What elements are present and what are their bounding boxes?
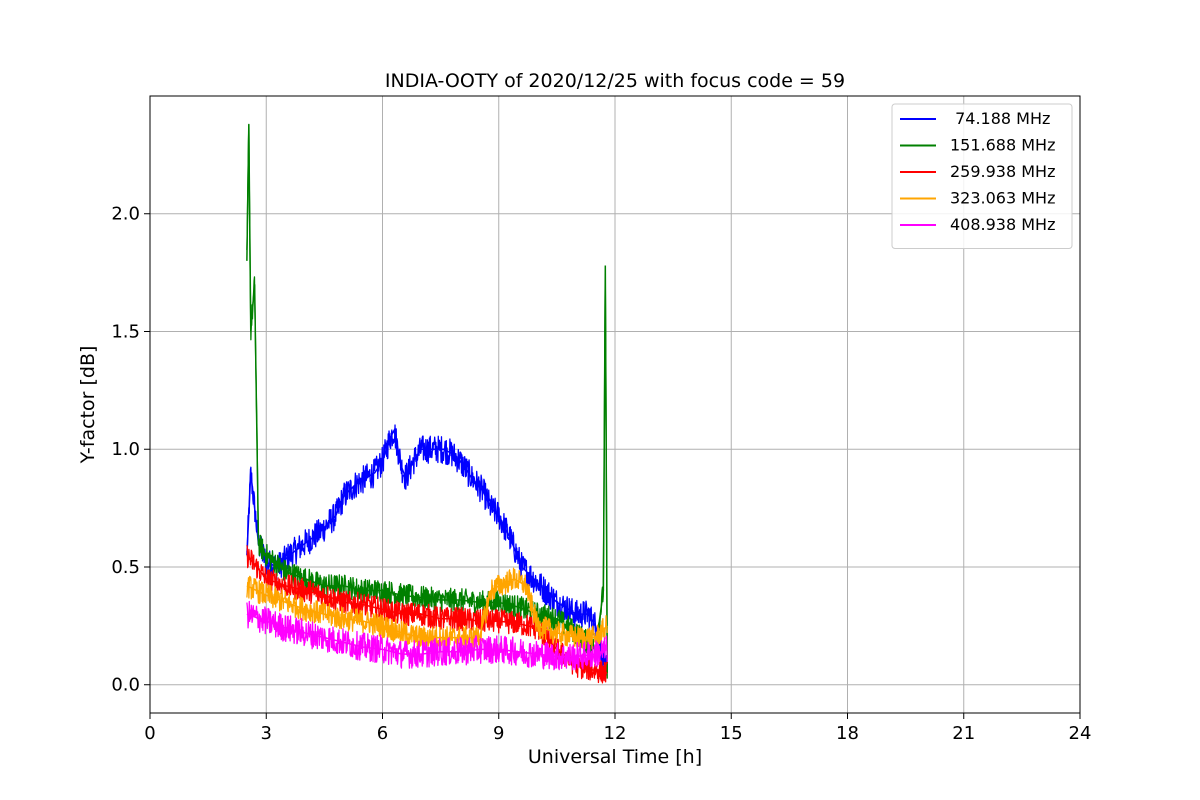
series-envelope — [246, 577, 608, 639]
y-tick-label: 1.5 — [111, 321, 140, 342]
legend: 74.188 MHz 151.688 MHz 259.938 MHz 323.063 … — [891, 103, 1073, 249]
y-axis-label: Y-factor [dB] — [77, 346, 99, 465]
x-tick-label: 15 — [720, 723, 743, 744]
series-envelope — [246, 613, 608, 658]
x-axis-label: Universal Time [h] — [528, 746, 702, 768]
y-tick-label: 1.0 — [111, 439, 140, 460]
ticks: 0 3 6 9 12 15 18 21 24 0.0 0.5 1.0 1.5 2.0 — [111, 204, 1091, 744]
series-line — [246, 424, 608, 676]
y-tick-label: 0.0 — [111, 675, 140, 696]
x-tick-label: 12 — [604, 723, 627, 744]
y-tick-label: 0.5 — [111, 557, 140, 578]
series-layer — [246, 123, 608, 684]
series-line — [246, 567, 608, 650]
legend-entry: 408.938 MHz — [950, 215, 1055, 234]
legend-entry: 323.063 MHz — [950, 189, 1055, 208]
legend-entry: 259.938 MHz — [950, 162, 1055, 181]
x-tick-label: 21 — [952, 723, 975, 744]
legend-box — [891, 103, 1073, 249]
x-tick-label: 6 — [377, 723, 388, 744]
series-line — [246, 600, 608, 671]
x-tick-label: 0 — [144, 723, 155, 744]
legend-entry: 151.688 MHz — [950, 136, 1055, 155]
x-tick-label: 9 — [493, 723, 504, 744]
x-tick-label: 24 — [1069, 723, 1092, 744]
series-envelope — [246, 428, 608, 674]
series-envelope — [246, 554, 608, 674]
y-tick-label: 2.0 — [111, 204, 140, 225]
legend-entry: 74.188 MHz — [950, 109, 1050, 128]
x-tick-label: 18 — [836, 723, 859, 744]
x-tick-label: 3 — [261, 723, 272, 744]
chart-title: INDIA-OOTY of 2020/12/25 with focus code… — [385, 70, 845, 92]
